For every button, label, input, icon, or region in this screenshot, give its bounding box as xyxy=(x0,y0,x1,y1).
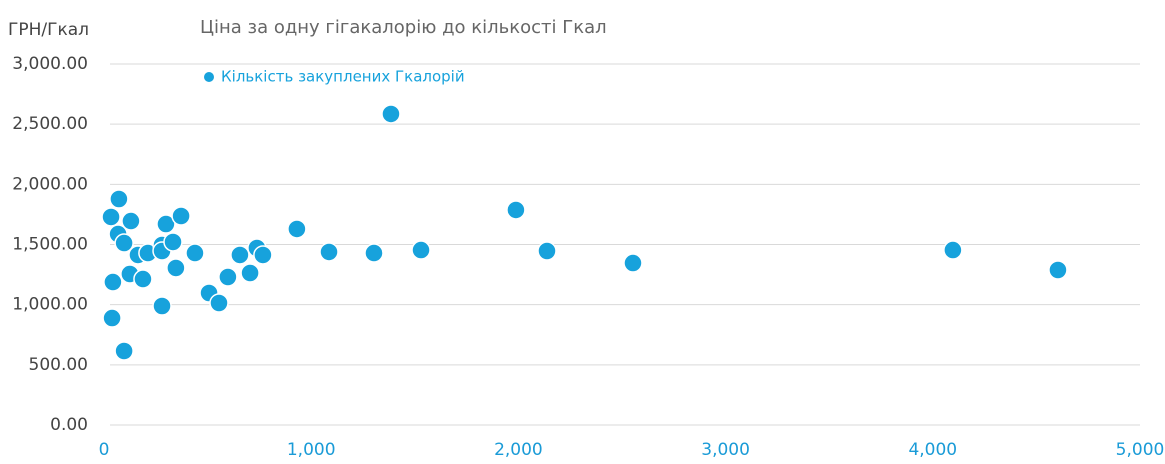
y-tick-label: 1,500.00 xyxy=(12,235,88,255)
y-tick-label: 1,000.00 xyxy=(12,295,88,315)
y-tick-label: 2,000.00 xyxy=(12,174,88,194)
data-point xyxy=(166,258,186,278)
data-point xyxy=(287,219,307,239)
data-point xyxy=(185,243,205,263)
legend-label: Кількість закуплених Гкалорій xyxy=(221,68,465,86)
data-point xyxy=(506,200,526,220)
data-point xyxy=(133,269,153,289)
legend-marker xyxy=(204,72,214,82)
data-point xyxy=(114,233,134,253)
x-tick-label: 5,000 xyxy=(1116,440,1165,460)
data-point xyxy=(163,232,183,252)
data-point xyxy=(319,242,339,262)
x-tick-label: 3,000 xyxy=(701,440,750,460)
data-point xyxy=(121,211,141,231)
data-point xyxy=(156,214,176,234)
data-point xyxy=(943,240,963,260)
data-point xyxy=(209,293,229,313)
data-point xyxy=(218,267,238,287)
y-tick-label: 2,500.00 xyxy=(12,114,88,134)
data-point xyxy=(1048,260,1068,280)
data-point xyxy=(102,308,122,328)
x-tick-label: 1,000 xyxy=(287,440,336,460)
y-axis-label: ГРН/Гкал xyxy=(8,20,89,40)
x-tick-label: 2,000 xyxy=(494,440,543,460)
data-point xyxy=(152,296,172,316)
x-tick-label: 0 xyxy=(99,440,110,460)
y-tick-label: 0.00 xyxy=(50,415,88,435)
data-point xyxy=(364,243,384,263)
data-point xyxy=(114,341,134,361)
chart-title: Ціна за одну гігакалорію до кількості Гк… xyxy=(200,17,607,38)
data-point xyxy=(623,253,643,273)
data-point xyxy=(411,240,431,260)
data-point xyxy=(240,263,260,283)
x-tick-label: 4,000 xyxy=(908,440,957,460)
data-point xyxy=(109,189,129,209)
data-point xyxy=(381,104,401,124)
data-point xyxy=(103,272,123,292)
data-point xyxy=(171,206,191,226)
data-point xyxy=(537,241,557,261)
data-point xyxy=(253,245,273,265)
y-tick-label: 500.00 xyxy=(29,355,88,375)
data-point xyxy=(101,207,121,227)
y-tick-label: 3,000.00 xyxy=(12,54,88,74)
data-point xyxy=(230,245,250,265)
